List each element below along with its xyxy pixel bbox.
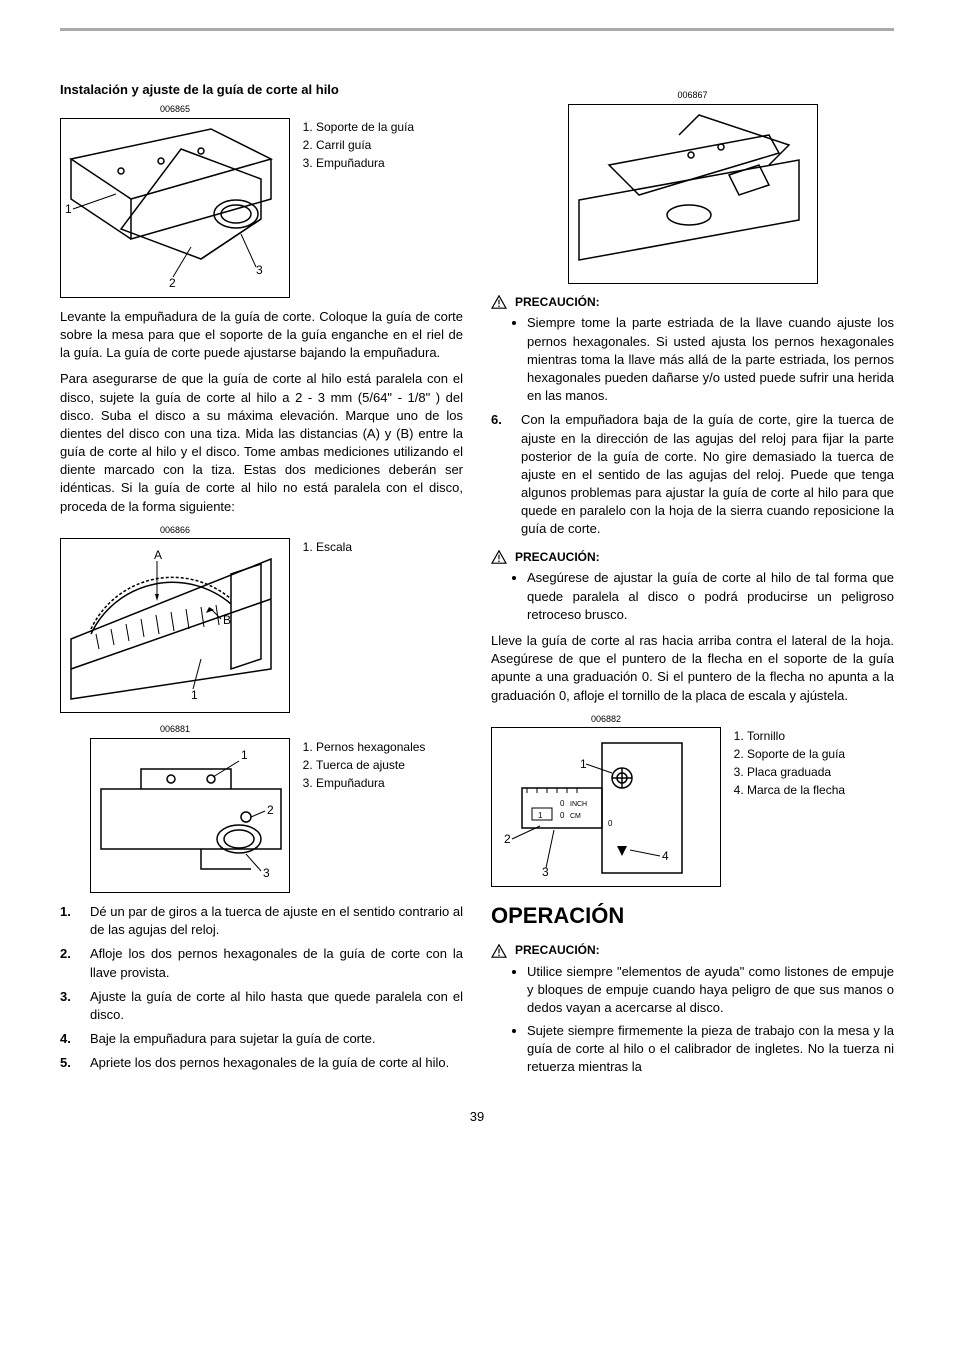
caution-heading: PRECAUCIÓN:: [491, 294, 894, 311]
figure-drawing: 1 2 3: [90, 738, 290, 893]
figure-id: 006866: [60, 524, 290, 537]
bullet-item: Utilice siempre "elementos de ayuda" com…: [527, 963, 894, 1018]
step-item: 2.Afloje los dos pernos hexagonales de l…: [60, 945, 463, 981]
step-item: 6.Con la empuñadora baja de la guía de c…: [491, 411, 894, 538]
svg-text:1: 1: [538, 811, 543, 820]
numbered-steps: 1.Dé un par de giros a la tuerca de ajus…: [60, 903, 463, 1073]
legend-item: Soporte de la guía: [316, 118, 414, 136]
warning-icon: [491, 944, 507, 958]
bullet-item: Siempre tome la parte estriada de la lla…: [527, 314, 894, 405]
warning-icon: [491, 295, 507, 309]
section-heading: Instalación y ajuste de la guía de corte…: [60, 81, 463, 99]
left-column: Instalación y ajuste de la guía de corte…: [60, 81, 463, 1080]
bullet-item: Asegúrese de ajustar la guía de corte al…: [527, 569, 894, 624]
right-column: 006867 PRECA: [491, 81, 894, 1080]
legend-item: Carril guía: [316, 136, 414, 154]
two-column-layout: Instalación y ajuste de la guía de corte…: [60, 81, 894, 1080]
caution-label: PRECAUCIÓN:: [515, 942, 600, 959]
figure-006881: 006881: [60, 723, 463, 893]
figure-006882: 006882: [491, 713, 894, 888]
figure-id: 006865: [60, 103, 290, 116]
figure-legend: Soporte de la guía Carril guía Empuñadur…: [298, 118, 414, 172]
caution-heading: PRECAUCIÓN:: [491, 549, 894, 566]
legend-item: Soporte de la guía: [747, 745, 845, 763]
legend-item: Empuñadura: [316, 154, 414, 172]
svg-text:1: 1: [65, 202, 72, 216]
page-number: 39: [60, 1108, 894, 1126]
svg-text:B: B: [223, 613, 231, 627]
figure-drawing: 1 2 3 4 0 INCH 0 CM 0 1: [491, 727, 721, 887]
figure-drawing: A B 1: [60, 538, 290, 713]
legend-item: Pernos hexagonales: [316, 738, 425, 756]
figure-id: 006867: [568, 89, 818, 102]
svg-text:4: 4: [662, 849, 669, 863]
figure-006865: 006865: [60, 103, 463, 298]
svg-text:0: 0: [560, 811, 565, 820]
caution-bullets: Utilice siempre "elementos de ayuda" com…: [491, 963, 894, 1076]
svg-text:3: 3: [256, 263, 263, 277]
caution-label: PRECAUCIÓN:: [515, 549, 600, 566]
svg-text:2: 2: [169, 276, 176, 290]
legend-item: Placa graduada: [747, 763, 845, 781]
caution-bullets: Asegúrese de ajustar la guía de corte al…: [491, 569, 894, 624]
legend-item: Marca de la flecha: [747, 781, 845, 799]
figure-legend: Escala: [298, 538, 352, 556]
svg-text:INCH: INCH: [570, 801, 587, 808]
step-item: 3.Ajuste la guía de corte al hilo hasta …: [60, 988, 463, 1024]
operation-heading: OPERACIÓN: [491, 901, 894, 932]
caution-heading: PRECAUCIÓN:: [491, 942, 894, 959]
svg-text:2: 2: [267, 803, 274, 817]
svg-text:A: A: [154, 548, 162, 562]
warning-icon: [491, 550, 507, 564]
legend-item: Tornillo: [747, 727, 845, 745]
legend-item: Empuñadura: [316, 774, 425, 792]
figure-id: 006882: [491, 713, 721, 726]
svg-text:3: 3: [542, 865, 549, 879]
figure-006866: 006866: [60, 524, 463, 714]
svg-text:0: 0: [608, 819, 613, 828]
legend-item: Tuerca de ajuste: [316, 756, 425, 774]
caution-bullets: Siempre tome la parte estriada de la lla…: [491, 314, 894, 405]
svg-text:0: 0: [560, 799, 565, 808]
figure-drawing: [568, 104, 818, 284]
svg-text:1: 1: [241, 748, 248, 762]
paragraph: Para asegurarse de que la guía de corte …: [60, 370, 463, 516]
caution-label: PRECAUCIÓN:: [515, 294, 600, 311]
top-rule: [60, 28, 894, 31]
svg-text:1: 1: [191, 688, 198, 702]
svg-text:1: 1: [580, 757, 587, 771]
paragraph: Levante la empuñadura de la guía de cort…: [60, 308, 463, 363]
bullet-item: Sujete siempre firmemente la pieza de tr…: [527, 1022, 894, 1077]
svg-text:3: 3: [263, 866, 270, 880]
numbered-steps: 6.Con la empuñadora baja de la guía de c…: [491, 411, 894, 538]
figure-id: 006881: [60, 723, 290, 736]
figure-drawing: 1 2 3: [60, 118, 290, 298]
step-item: 5.Apriete los dos pernos hexagonales de …: [60, 1054, 463, 1072]
svg-text:2: 2: [504, 832, 511, 846]
figure-legend: Pernos hexagonales Tuerca de ajuste Empu…: [298, 738, 425, 792]
figure-legend: Tornillo Soporte de la guía Placa gradua…: [729, 727, 845, 799]
svg-text:CM: CM: [570, 813, 581, 820]
legend-item: Escala: [316, 538, 352, 556]
paragraph: Lleve la guía de corte al ras hacia arri…: [491, 632, 894, 705]
figure-006867: 006867: [491, 89, 894, 284]
step-item: 1.Dé un par de giros a la tuerca de ajus…: [60, 903, 463, 939]
step-item: 4.Baje la empuñadura para sujetar la guí…: [60, 1030, 463, 1048]
